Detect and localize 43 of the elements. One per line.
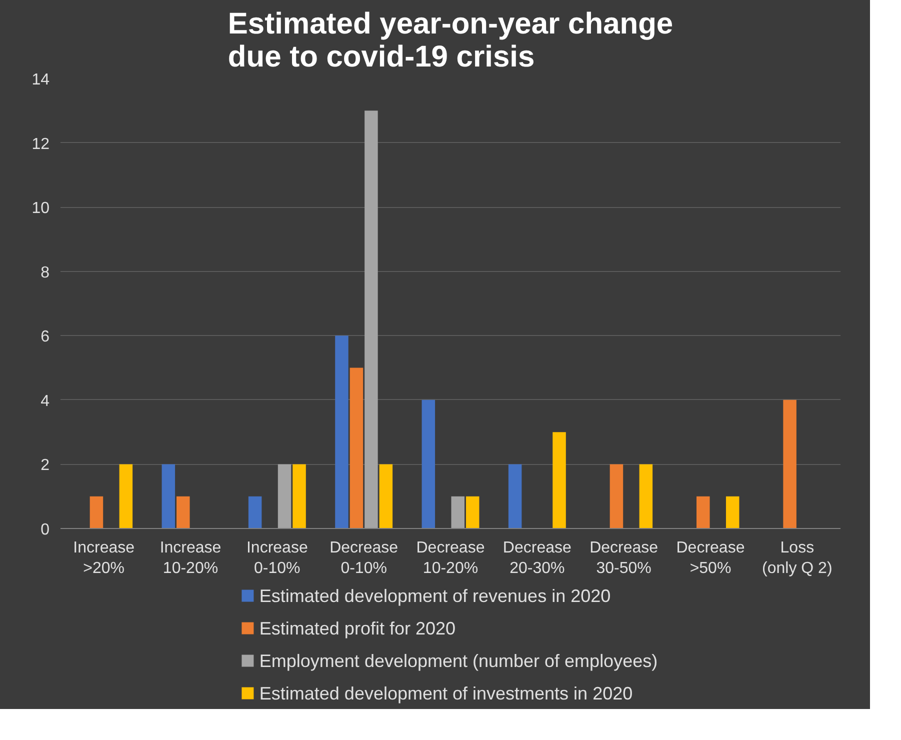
y-tick-label: 10 <box>32 200 50 218</box>
bar <box>379 464 393 528</box>
bar <box>350 368 364 528</box>
y-tick-label: 8 <box>40 264 50 282</box>
y-tick-label: 6 <box>40 328 50 346</box>
x-tick-label: Loss (only Q 2) <box>762 540 832 577</box>
bar <box>508 464 522 528</box>
y-tick-label: 4 <box>40 392 50 410</box>
x-tick-label: Increase >20% <box>73 540 135 577</box>
bar <box>639 464 653 528</box>
x-tick-label: Decrease 30-50% <box>590 540 658 577</box>
bar <box>90 496 104 528</box>
x-tick-label: Decrease 0-10% <box>330 540 398 577</box>
bar <box>162 464 176 528</box>
bar <box>783 400 796 528</box>
x-tick-label: Decrease 20-30% <box>502 540 572 577</box>
bar <box>451 496 464 528</box>
bar <box>696 496 710 528</box>
bar <box>466 496 480 528</box>
bar <box>364 110 378 528</box>
legend-label: Estimated development of investments in 2020 <box>259 683 633 704</box>
x-tick-label: Decrease 10-20% <box>416 540 485 577</box>
legend-label: Estimated development of revenues in 2020 <box>259 586 611 606</box>
y-tick-label: 2 <box>40 457 50 474</box>
bar <box>335 336 348 528</box>
x-tick-label: Decrease >50% <box>676 540 745 577</box>
bar <box>422 400 436 528</box>
x-tick-label: Increase 0-10% <box>246 540 308 577</box>
bar <box>610 464 624 528</box>
legend-label: Employment development (number of employees) <box>259 650 658 671</box>
bar <box>119 464 133 528</box>
bar <box>726 496 740 528</box>
x-tick-label: Increase 10-20% <box>160 540 222 577</box>
bar <box>248 496 262 528</box>
bar <box>292 464 306 528</box>
bar <box>552 432 566 528</box>
y-tick-label: 14 <box>32 72 50 88</box>
bar <box>278 464 292 528</box>
y-tick-label: 0 <box>40 522 50 538</box>
bar <box>176 496 190 528</box>
legend-label: Estimated profit for 2020 <box>259 618 456 638</box>
y-tick-label: 12 <box>32 136 50 153</box>
chart-title: Estimated year-on-year change due to covid-19 crisis <box>228 8 674 74</box>
